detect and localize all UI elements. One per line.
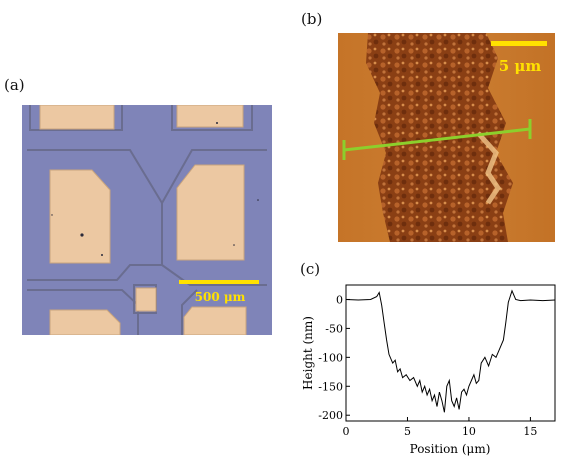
x-tick-label: 0	[343, 425, 350, 438]
y-ticks: 0 -50 -100 -150 -200	[318, 293, 350, 422]
y-tick-label: 0	[336, 293, 343, 306]
afm-image: 5 μm	[338, 33, 555, 242]
panel-label-c: (c)	[300, 260, 321, 278]
x-tick-label: 5	[404, 425, 411, 438]
y-axis-label: Height (nm)	[301, 316, 315, 390]
scalebar	[179, 280, 259, 284]
profile-series-line	[345, 289, 556, 413]
pad-left	[49, 169, 111, 264]
nanowire-highlight	[476, 131, 502, 205]
afm-scalebar-label: 5 μm	[499, 57, 542, 75]
x-tick-label: 15	[523, 425, 537, 438]
height-profile-chart: 0 -50 -100 -150 -200 0 5 10 15 Position (μm) He…	[301, 284, 556, 456]
pad-right	[176, 164, 245, 261]
pad-top-right	[176, 105, 244, 128]
pad-bottom-right	[183, 306, 247, 335]
afm-scalebar	[491, 41, 547, 46]
scalebar-label: 500 μm	[195, 290, 246, 304]
optical-micrograph: 500 μm	[22, 105, 272, 335]
x-axis-label: Position (μm)	[410, 442, 491, 456]
pad-top-left	[39, 105, 115, 130]
nanowire	[366, 33, 513, 242]
contact-pads	[39, 105, 247, 335]
panel-label-a: (a)	[4, 76, 25, 94]
trench-outlines	[27, 105, 267, 335]
y-tick-label: -50	[325, 322, 343, 335]
panel-label-b: (b)	[301, 10, 323, 28]
profile-line	[342, 119, 532, 160]
pad-bottom-left	[49, 309, 121, 335]
dust-specks	[51, 122, 259, 256]
y-tick-label: -150	[318, 380, 343, 393]
x-tick-label: 10	[462, 425, 476, 438]
y-tick-label: -200	[318, 409, 343, 422]
plot-frame	[345, 284, 556, 422]
y-tick-label: -100	[318, 351, 343, 364]
pad-center	[135, 287, 157, 312]
x-ticks: 0 5 10 15	[343, 417, 537, 438]
